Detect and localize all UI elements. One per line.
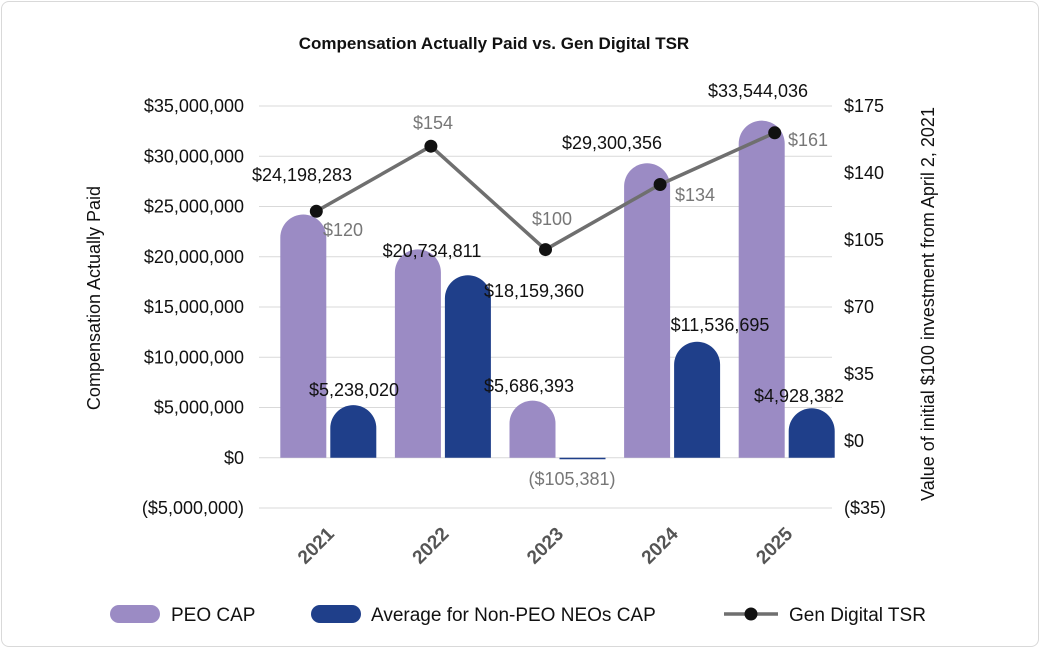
legend-label-tsr: Gen Digital TSR	[789, 605, 926, 626]
tsr-point	[539, 243, 552, 257]
legend-label-peo: PEO CAP	[171, 605, 255, 626]
neo-cap-label: $5,238,020	[309, 380, 399, 400]
legend-swatch-peo	[110, 605, 160, 623]
peo-cap-label: $24,198,283	[252, 165, 352, 185]
peo-cap-bar	[280, 214, 327, 458]
y2-tick-label: $175	[844, 96, 884, 116]
tsr-line	[309, 126, 782, 257]
x-axis-ticks: 2021 2022 2023 2024 2025	[294, 523, 797, 568]
tsr-point	[768, 126, 782, 140]
x-tick-label: 2022	[409, 524, 454, 569]
y-tick-label: $30,000,000	[144, 146, 244, 166]
y-tick-label: $35,000,000	[144, 96, 244, 116]
tsr-label: $161	[788, 130, 828, 150]
y-tick-label: ($5,000,000)	[142, 498, 244, 518]
y-tick-label: $0	[224, 448, 244, 468]
neo-cap-label: $11,536,695	[671, 315, 770, 335]
left-axis-ticks: ($5,000,000) $0 $5,000,000 $10,000,000 $15,0…	[142, 96, 244, 518]
data-labels: $24,198,283 $20,734,811 $5,686,393 $29,300,…	[252, 81, 844, 489]
peo-cap-bar	[509, 400, 556, 458]
y-tick-label: $20,000,000	[144, 247, 244, 267]
legend-label-neo: Average for Non-PEO NEOs CAP	[371, 605, 656, 626]
peo-cap-label: $5,686,393	[484, 376, 574, 396]
tsr-point	[424, 139, 438, 153]
tsr-label: $154	[413, 113, 453, 133]
y-tick-label: $25,000,000	[144, 197, 244, 217]
y2-tick-label: $105	[844, 230, 884, 250]
bars	[280, 120, 835, 460]
x-tick-label: 2024	[638, 523, 683, 568]
y2-tick-label: ($35)	[844, 498, 886, 518]
y-axis-title: Compensation Actually Paid	[84, 186, 104, 410]
x-tick-label: 2023	[523, 524, 568, 569]
peo-cap-label: $20,734,811	[383, 241, 482, 261]
peo-cap-bar	[738, 120, 785, 458]
x-tick-label: 2021	[294, 523, 339, 568]
neo-cap-bar	[559, 457, 606, 460]
peo-cap-label: $33,544,036	[708, 81, 808, 101]
y2-tick-label: $70	[844, 297, 874, 317]
peo-cap-bar	[394, 249, 441, 458]
tsr-point	[653, 177, 667, 191]
y-tick-label: $10,000,000	[144, 347, 244, 367]
peo-cap-label: $29,300,356	[562, 133, 662, 153]
tsr-label: $120	[323, 220, 363, 240]
legend-swatch-tsr-marker	[744, 607, 758, 621]
neo-cap-bar	[444, 275, 491, 458]
peo-cap-bar	[624, 163, 671, 458]
neo-cap-bar	[674, 341, 721, 458]
y-tick-label: $5,000,000	[154, 398, 244, 418]
neo-cap-bar	[788, 408, 835, 458]
y2-tick-label: $35	[844, 364, 874, 384]
neo-cap-label: ($105,381)	[528, 469, 615, 489]
y-tick-label: $15,000,000	[144, 297, 244, 317]
tsr-label: $134	[675, 185, 715, 205]
tsr-point	[309, 204, 323, 218]
legend: PEO CAP Average for Non-PEO NEOs CAP Gen D…	[110, 605, 926, 626]
y2-axis-title: Value of initial $100 investment from Ap…	[918, 107, 938, 501]
neo-cap-bar	[330, 405, 377, 458]
y2-tick-label: $0	[844, 431, 864, 451]
tsr-label: $100	[532, 209, 572, 229]
y2-tick-label: $140	[844, 163, 884, 183]
neo-cap-label: $4,928,382	[754, 386, 844, 406]
neo-cap-label: $18,159,360	[484, 281, 584, 301]
x-tick-label: 2025	[752, 523, 797, 568]
chart-title: Compensation Actually Paid vs. Gen Digit…	[299, 34, 689, 53]
right-axis-ticks: ($35) $0 $35 $70 $105 $140 $175	[844, 96, 886, 518]
legend-swatch-neo	[311, 605, 361, 623]
